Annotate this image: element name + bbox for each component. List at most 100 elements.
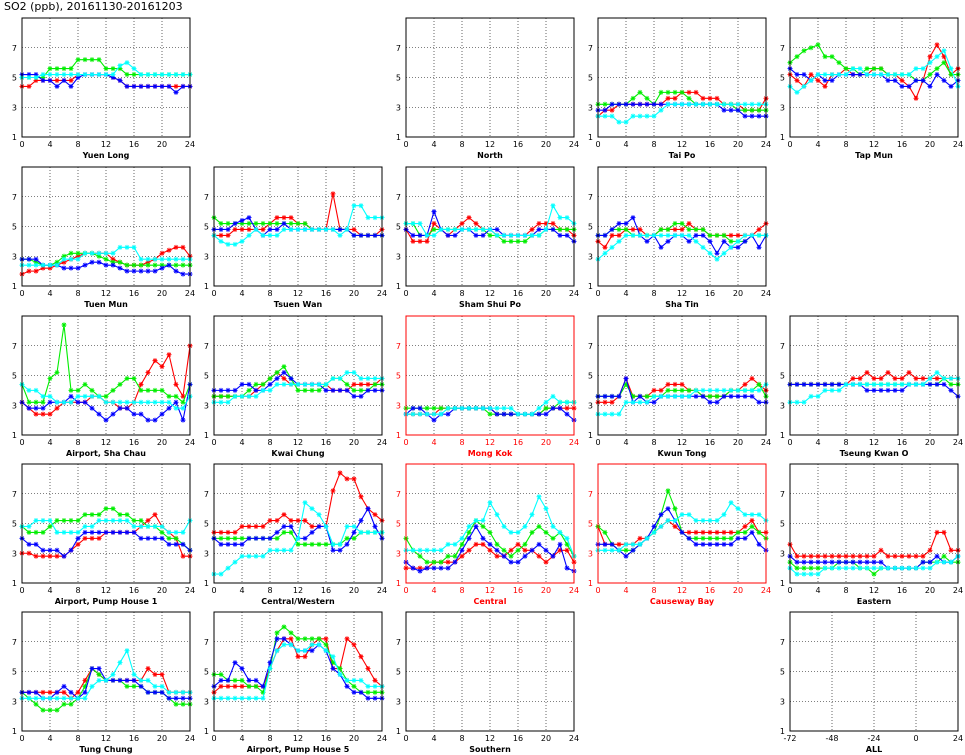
data-point <box>543 221 549 227</box>
data-point <box>728 387 734 393</box>
data-point <box>302 387 308 393</box>
station-label: Tsuen Wan <box>274 300 323 309</box>
data-point <box>756 381 762 387</box>
data-point <box>934 72 940 78</box>
x-tick-label: 12 <box>485 438 495 447</box>
data-point <box>96 512 102 518</box>
x-tick-label: 24 <box>377 438 387 447</box>
data-point <box>239 535 245 541</box>
data-point <box>742 101 748 107</box>
data-point <box>543 506 549 512</box>
data-point <box>515 232 521 238</box>
data-point <box>365 232 371 238</box>
data-point <box>445 541 451 547</box>
data-point <box>864 553 870 559</box>
station-label: Tuen Mun <box>84 300 128 309</box>
data-point <box>89 259 95 265</box>
data-point <box>131 66 137 72</box>
data-point <box>302 221 308 227</box>
x-tick-label: 16 <box>513 438 523 447</box>
data-point <box>54 399 60 405</box>
data-point <box>274 375 280 381</box>
data-point <box>330 660 336 666</box>
data-point <box>47 689 53 695</box>
data-point <box>274 381 280 387</box>
data-point <box>630 113 636 119</box>
data-point <box>218 387 224 393</box>
data-point <box>735 387 741 393</box>
data-point <box>152 512 158 518</box>
data-point <box>934 370 940 376</box>
data-point <box>54 707 60 713</box>
data-point <box>180 417 186 423</box>
data-point <box>871 72 877 78</box>
data-point <box>459 221 465 227</box>
data-point <box>658 101 664 107</box>
data-point <box>145 518 151 524</box>
data-point <box>82 523 88 529</box>
data-point <box>323 648 329 654</box>
x-tick-label: 0 <box>403 586 408 595</box>
data-point <box>180 405 186 411</box>
data-point <box>145 399 151 405</box>
data-point <box>564 232 570 238</box>
data-point <box>857 72 863 78</box>
data-point <box>808 77 814 83</box>
data-point <box>501 405 507 411</box>
data-point <box>358 375 364 381</box>
data-point <box>351 381 357 387</box>
data-point <box>480 535 486 541</box>
data-point <box>337 541 343 547</box>
data-point <box>68 72 74 78</box>
y-tick-label: 5 <box>588 372 593 381</box>
data-point <box>344 476 350 482</box>
data-point <box>665 101 671 107</box>
data-point <box>906 553 912 559</box>
data-point <box>232 241 238 247</box>
data-point <box>686 95 692 101</box>
data-point <box>166 529 172 535</box>
data-point <box>316 512 322 518</box>
data-point <box>864 565 870 571</box>
data-point <box>672 232 678 238</box>
data-point <box>557 541 563 547</box>
data-point <box>665 387 671 393</box>
data-point <box>33 72 39 78</box>
data-point <box>693 226 699 232</box>
data-point <box>47 411 53 417</box>
data-point <box>857 66 863 72</box>
x-tick-label: 0 <box>211 734 216 743</box>
data-point <box>557 399 563 405</box>
data-point <box>274 636 280 642</box>
x-tick-label: 8 <box>843 586 848 595</box>
data-point <box>103 262 109 268</box>
data-point <box>417 565 423 571</box>
data-point <box>756 101 762 107</box>
data-point <box>131 529 137 535</box>
x-tick-label: 12 <box>677 140 687 149</box>
data-point <box>351 642 357 648</box>
data-point <box>794 89 800 95</box>
data-point <box>159 535 165 541</box>
data-point <box>103 393 109 399</box>
data-point <box>180 72 186 78</box>
data-point <box>850 565 856 571</box>
data-point <box>152 535 158 541</box>
x-tick-label: 20 <box>733 289 743 298</box>
data-point <box>857 375 863 381</box>
data-point <box>700 529 706 535</box>
data-point <box>110 387 116 393</box>
data-point <box>522 238 528 244</box>
data-point <box>152 417 158 423</box>
data-point <box>801 48 807 54</box>
data-point <box>295 535 301 541</box>
data-point <box>836 381 842 387</box>
data-point <box>927 565 933 571</box>
station-label: Mong Kok <box>468 449 513 458</box>
data-point <box>878 387 884 393</box>
data-point <box>138 381 144 387</box>
data-point <box>159 683 165 689</box>
data-point <box>644 95 650 101</box>
x-tick-label: 12 <box>293 289 303 298</box>
x-tick-label: 8 <box>75 586 80 595</box>
